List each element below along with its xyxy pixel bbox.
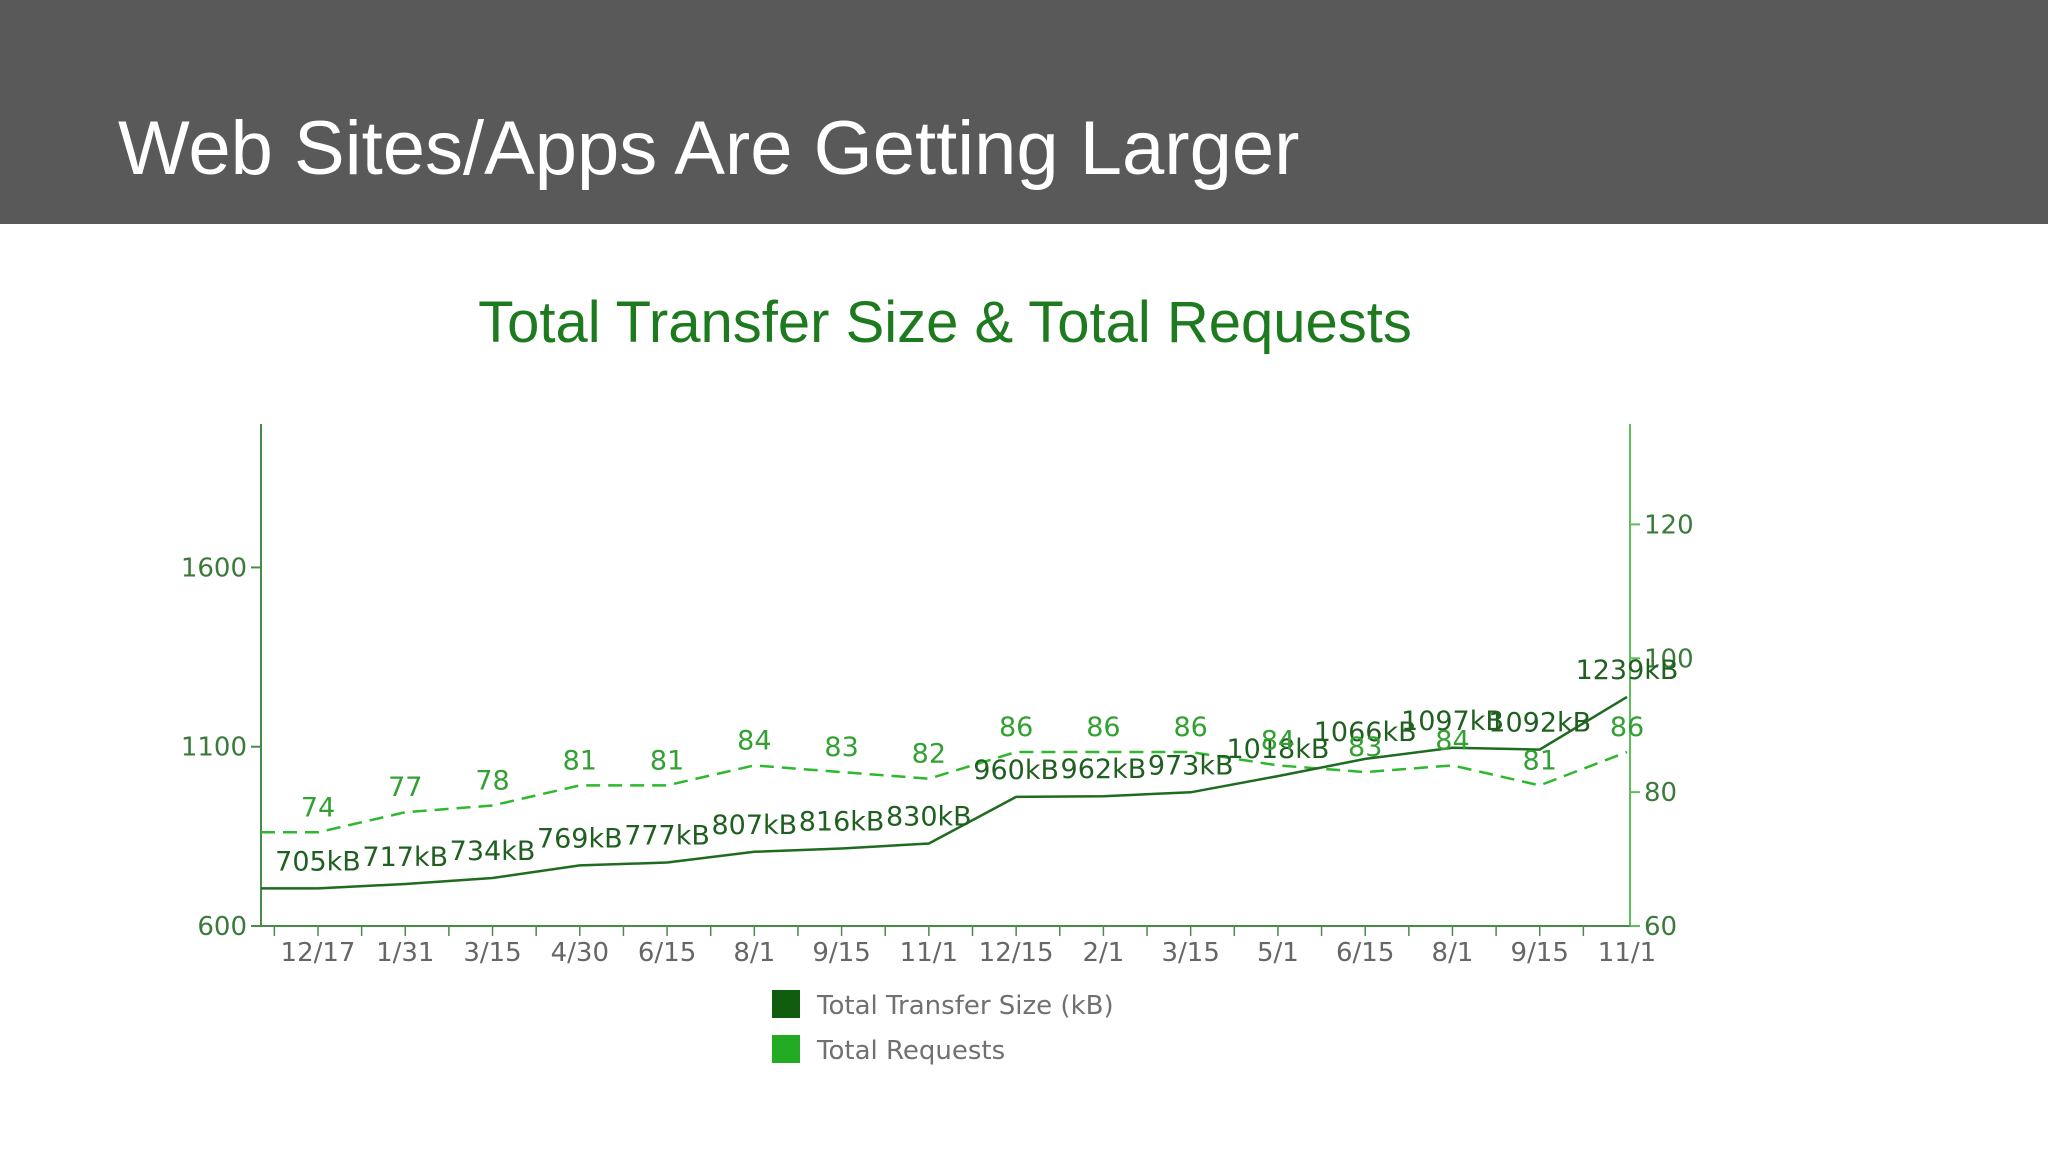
requests-data-label: 78 [475,766,509,797]
size-data-label: 816kB [799,807,885,838]
size-data-label: 1097kB [1401,706,1504,737]
size-data-label: 1239kB [1576,655,1679,686]
requests-data-label: 82 [912,739,946,770]
chart-title: Total Transfer Size & Total Requests [478,290,1412,355]
requests-data-label: 81 [563,745,597,776]
x-tick-label: 8/1 [1432,938,1474,968]
size-data-label: 973kB [1148,750,1234,781]
requests-data-label: 81 [650,745,684,776]
x-tick-label: 3/15 [1161,938,1219,968]
x-tick-label: 9/15 [1511,938,1569,968]
y-left-tick-label: 1100 [181,733,247,763]
requests-data-label: 74 [301,792,335,823]
x-tick-label: 4/30 [551,938,609,968]
requests-data-label: 83 [824,732,858,763]
x-tick-label: 12/17 [281,938,356,968]
y-left-tick-label: 1600 [181,553,247,583]
requests-data-label: 84 [737,725,771,756]
x-tick-label: 11/1 [900,938,958,968]
legend-swatch-requests [772,1035,800,1063]
legend-swatch-size [772,990,800,1018]
requests-data-label: 84 [1261,725,1295,756]
slide-title: Web Sites/Apps Are Getting Larger [118,106,1300,191]
size-data-label: 807kB [711,810,797,841]
legend: Total Transfer Size (kB) Total Requests [772,990,1114,1066]
requests-data-label: 86 [1173,712,1207,743]
requests-data-label: 86 [1610,712,1644,743]
size-data-label: 717kB [362,842,448,873]
y-right-tick-label: 100 [1644,644,1694,674]
x-tick-label: 12/15 [979,938,1054,968]
size-data-label: 960kB [973,755,1059,786]
requests-data-label: 86 [999,712,1033,743]
chart-area: Total Transfer Size & Total Requests 600… [0,224,2048,1152]
x-tick-label: 6/15 [1336,938,1394,968]
size-data-label: 777kB [624,821,710,852]
size-data-label: 734kB [450,836,536,867]
y-right-tick-label: 80 [1644,778,1677,808]
requests-data-label: 84 [1435,725,1469,756]
x-tick-label: 1/31 [376,938,434,968]
series-line-requests [261,750,1628,834]
axes: 600 1100 1600 60 80 100 120 12/17 1/31 3/15 4/30 6/… [181,424,1694,968]
size-data-label: 769kB [537,823,623,854]
size-data-label: 1092kB [1488,708,1591,739]
series-lines [261,695,1628,890]
x-tick-label: 9/15 [812,938,870,968]
requests-data-label: 86 [1086,712,1120,743]
size-data-label: 705kB [275,846,361,877]
size-data-label: 1018kB [1226,734,1329,765]
x-tick-label: 3/15 [463,938,521,968]
size-data-label: 830kB [886,802,972,833]
x-tick-label: 11/1 [1598,938,1656,968]
chart-svg: Total Transfer Size & Total Requests 600… [181,290,1694,1066]
requests-data-label: 81 [1523,745,1557,776]
y-right-tick-label: 120 [1644,510,1694,540]
x-tick-label: 6/15 [638,938,696,968]
legend-label-size: Total Transfer Size (kB) [816,991,1114,1021]
y-right-tick-label: 60 [1644,912,1677,942]
slide-header: Web Sites/Apps Are Getting Larger [0,0,2048,224]
y-left-tick-label: 600 [197,912,247,942]
legend-label-requests: Total Requests [816,1036,1005,1066]
series-line-size [261,695,1628,890]
size-data-label: 1066kB [1314,717,1417,748]
size-data-label: 962kB [1061,754,1147,785]
requests-data-label: 77 [388,772,422,803]
x-tick-label: 8/1 [733,938,775,968]
x-tick-label: 5/1 [1257,938,1299,968]
x-tick-label: 2/1 [1082,938,1124,968]
data-labels: 705kB 717kB 734kB 769kB 777kB 807kB 816kB 830kB… [275,655,1678,877]
requests-data-label: 83 [1348,732,1382,763]
